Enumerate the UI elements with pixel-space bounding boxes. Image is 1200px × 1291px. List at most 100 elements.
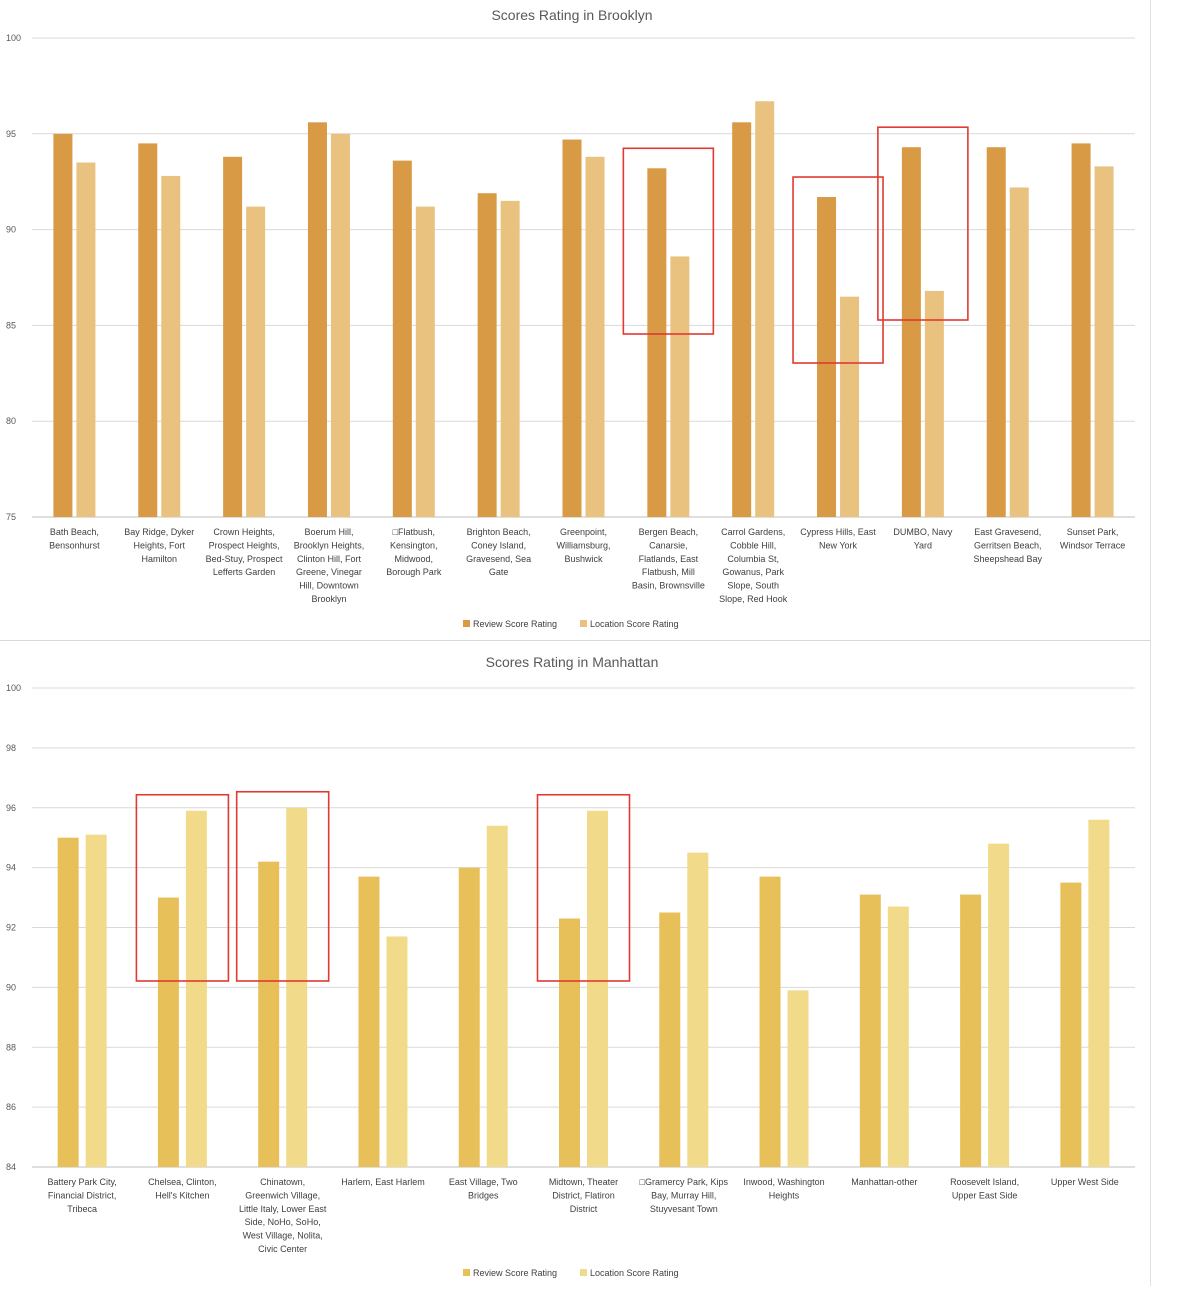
x-category-label-line: Borough Park xyxy=(386,567,442,577)
manhattan-bar-location xyxy=(386,936,408,1167)
brooklyn-bar-review xyxy=(307,122,327,517)
x-category-label-line: Hamilton xyxy=(142,554,178,564)
x-category-label: Chelsea, Clinton, Hell's Kitchen xyxy=(148,1177,217,1200)
brooklyn-bar-location xyxy=(500,200,520,518)
x-category-label-line: Columbia St, xyxy=(727,554,779,564)
x-category-label: Bergen Beach, Canarsie, Flatlands, East Fla… xyxy=(632,527,705,591)
manhattan-chart-panel: Scores Rating in Manhattan 84 86 88 90 92 94 96… xyxy=(0,642,1150,1286)
manhattan-bar-review xyxy=(1060,882,1082,1167)
brooklyn-bar-location xyxy=(585,156,605,518)
x-category-label: Bath Beach, Bensonhurst xyxy=(49,527,100,550)
manhattan-bar-review xyxy=(458,867,480,1167)
manhattan-bar-chart: Scores Rating in Manhattan 84 86 88 90 92 94 96… xyxy=(6,654,1135,1278)
y-tick-label: 92 xyxy=(6,923,16,933)
x-category-label: Brighton Beach, Coney Island, Gravesend, S… xyxy=(466,527,531,577)
x-category-label-line: Brighton Beach, xyxy=(467,527,531,537)
manhattan-bar-review xyxy=(960,894,982,1167)
x-category-label-line: Side, NoHo, SoHo, xyxy=(245,1217,321,1227)
brooklyn-bar-location xyxy=(246,206,266,517)
chart-title: Scores Rating in Brooklyn xyxy=(491,7,652,23)
brooklyn-bar-review xyxy=(53,133,73,518)
x-category-label: Crown Heights, Prospect Heights, Bed-Stuy,… xyxy=(206,527,283,577)
x-category-label-line: Windsor Terrace xyxy=(1060,540,1125,550)
x-category-label-line: Chinatown, xyxy=(260,1177,305,1187)
x-category-label-line: Flatbush, Mill xyxy=(642,567,695,577)
brooklyn-bar-review xyxy=(1071,143,1091,517)
manhattan-bar-review xyxy=(759,876,781,1167)
x-category-label-line: Flatlands, East xyxy=(639,554,699,564)
x-category-label-line: Midtown, Theater xyxy=(549,1177,618,1187)
highlight-box xyxy=(135,793,230,982)
brooklyn-bar-review xyxy=(562,139,582,517)
x-category-label-line: Inwood, Washington xyxy=(743,1177,824,1187)
x-category-label-line: □Flatbush, xyxy=(393,527,435,537)
x-category-label-line: Sheepshead Bay xyxy=(973,554,1042,564)
legend-swatch xyxy=(580,1269,587,1276)
x-category-label: Sunset Park, Windsor Terrace xyxy=(1060,527,1125,550)
x-category-label-line: Cobble Hill, xyxy=(730,540,776,550)
x-category-label: Cypress Hills, East New York xyxy=(800,527,876,550)
manhattan-bar-review xyxy=(258,861,280,1167)
x-category-label-line: Carrol Gardens, xyxy=(721,527,785,537)
brooklyn-bar-review xyxy=(392,160,412,517)
window-edge-divider xyxy=(1150,0,1151,1286)
brooklyn-bar-review xyxy=(986,147,1006,517)
x-category-label-line: Prospect Heights, xyxy=(209,540,280,550)
brooklyn-bar-location xyxy=(840,296,860,517)
brooklyn-bar-chart: Scores Rating in Brooklyn 75 80 85 90 95 100 Ba… xyxy=(6,7,1135,629)
manhattan-bar-location xyxy=(286,807,308,1167)
brooklyn-chart-panel: Scores Rating in Brooklyn 75 80 85 90 95 100 Ba… xyxy=(0,0,1150,641)
y-tick-label: 90 xyxy=(6,982,16,992)
y-tick-label: 94 xyxy=(6,863,16,873)
brooklyn-bar-review xyxy=(901,147,921,517)
x-category-label-line: Lefferts Garden xyxy=(213,567,275,577)
x-category-label-line: Greenpoint, xyxy=(560,527,607,537)
highlight-box xyxy=(792,176,884,364)
manhattan-bar-location xyxy=(587,810,608,1167)
legend-swatch xyxy=(463,1269,470,1276)
x-category-label-line: Bensonhurst xyxy=(49,540,100,550)
manhattan-bar-location xyxy=(486,825,508,1167)
x-category-label-line: Hill, Downtown xyxy=(299,581,359,591)
brooklyn-bar-location xyxy=(330,133,350,518)
x-category-label-line: Bay Ridge, Dyker xyxy=(124,527,194,537)
x-category-label-line: Chelsea, Clinton, xyxy=(148,1177,217,1187)
x-category-label: Carrol Gardens, Cobble Hill, Columbia St, G… xyxy=(719,527,788,604)
y-tick-label: 100 xyxy=(6,33,21,43)
manhattan-bar-location xyxy=(887,906,909,1167)
x-category-label-line: Gerritsen Beach, xyxy=(974,540,1042,550)
y-tick-label: 95 xyxy=(6,129,16,139)
x-category-label: East Village, Two Bridges xyxy=(449,1177,518,1200)
x-category-label-line: Sunset Park, xyxy=(1067,527,1119,537)
x-category-label-line: Stuyvesant Town xyxy=(650,1204,718,1214)
brooklyn-bar-review xyxy=(223,156,243,518)
brooklyn-bar-review xyxy=(138,143,158,517)
x-category-label-line: Upper East Side xyxy=(952,1190,1018,1200)
brooklyn-bar-location xyxy=(670,256,690,517)
x-category-label-line: Manhattan-other xyxy=(851,1177,917,1187)
x-category-label-line: Bed-Stuy, Prospect xyxy=(206,554,283,564)
manhattan-bar-location xyxy=(85,834,107,1167)
x-category-label-line: Basin, Brownsville xyxy=(632,581,705,591)
x-category-label-line: Harlem, East Harlem xyxy=(341,1177,425,1187)
y-tick-label: 90 xyxy=(6,225,16,235)
x-category-label-line: District xyxy=(570,1204,598,1214)
y-tick-label: 96 xyxy=(6,803,16,813)
x-category-label-line: Civic Center xyxy=(258,1244,307,1254)
x-category-label: □Gramercy Park, Kips Bay, Murray Hill, Stu… xyxy=(640,1177,729,1214)
legend-label: Location Score Rating xyxy=(590,1268,679,1278)
x-category-label-line: Greene, Vinegar xyxy=(296,567,362,577)
x-category-label-line: Brooklyn xyxy=(311,594,346,604)
x-category-label-line: Greenwich Village, xyxy=(245,1190,320,1200)
x-category-label: Inwood, Washington Heights xyxy=(743,1177,824,1200)
x-category-label: Greenpoint, Williamsburg, Bushwick xyxy=(556,527,610,564)
x-category-label-line: Bergen Beach, xyxy=(639,527,699,537)
x-category-label-line: Little Italy, Lower East xyxy=(239,1204,327,1214)
x-category-label-line: Bath Beach, xyxy=(50,527,99,537)
x-category-label-line: New York xyxy=(819,540,858,550)
x-category-label-line: Williamsburg, xyxy=(556,540,610,550)
manhattan-bar-review xyxy=(559,918,580,1167)
brooklyn-bar-review xyxy=(647,168,667,517)
x-category-label-line: Boerum Hill, xyxy=(304,527,353,537)
brooklyn-bar-location xyxy=(755,101,775,517)
